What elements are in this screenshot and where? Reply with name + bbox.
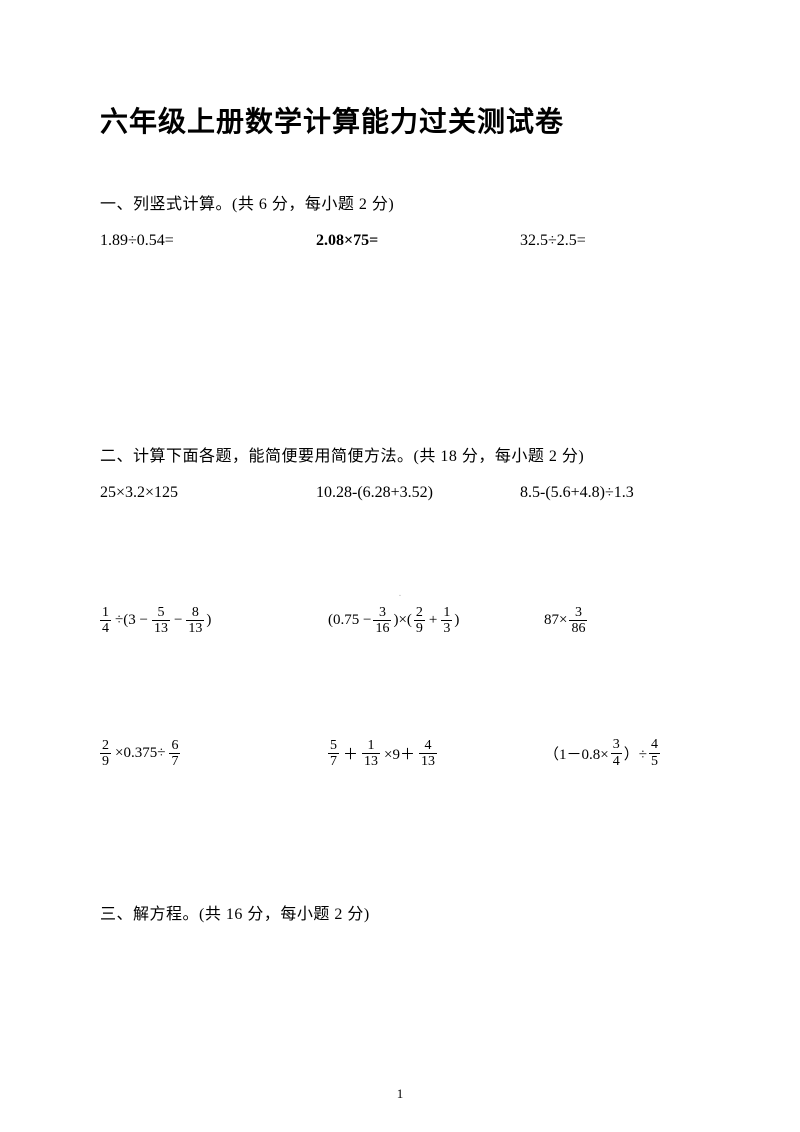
s2r2-p1: 14 ÷(3 − 513 − 813 ) (100, 604, 328, 637)
section-2-row1: 25×3.2×125 10.28-(6.28+3.52) 8.5-(5.6+4.… (100, 484, 700, 502)
section-3-header: 三、解方程。(共 16 分，每小题 2 分) (100, 900, 700, 924)
section-1-problems: 1.89÷0.54= 2.08×75= 32.5÷2.5= (100, 232, 700, 250)
section-2-header: 二、计算下面各题，能简便要用简便方法。(共 18 分，每小题 2 分) (100, 442, 700, 466)
s2r3-p1: 29 ×0.375÷ 67 (100, 737, 328, 770)
main-title: 六年级上册数学计算能力过关测试卷 (100, 100, 700, 140)
s2r2-p3: 87× 386 (544, 605, 700, 637)
s2r3-p3: （1－0.8× 34 ）÷ 45 (544, 737, 700, 769)
page-number: 1 (0, 1086, 800, 1102)
s2r1-p1: 25×3.2×125 (100, 484, 316, 502)
s2r1-p3: 8.5-(5.6+4.8)÷1.3 (520, 484, 700, 502)
s2r3-p2: 57 ＋ 113 ×9＋ 413 (328, 737, 544, 770)
section-2-row3: 29 ×0.375÷ 67 57 ＋ 113 ×9＋ 413 （1－0.8× 3… (100, 737, 700, 770)
s1-p3: 32.5÷2.5= (520, 232, 700, 250)
s2r1-p2: 10.28-(6.28+3.52) (316, 484, 520, 502)
section-2-row2: 14 ÷(3 − 513 − 813 ) (0.75 − 316 )×( 29 … (100, 604, 700, 637)
section-1-header: 一、列竖式计算。(共 6 分，每小题 2 分) (100, 190, 700, 214)
s1-p2: 2.08×75= (316, 232, 520, 250)
s1-p1: 1.89÷0.54= (100, 232, 316, 250)
watermark: · (0, 590, 800, 602)
s2r2-p2: (0.75 − 316 )×( 29 + 13 ) (328, 605, 544, 637)
